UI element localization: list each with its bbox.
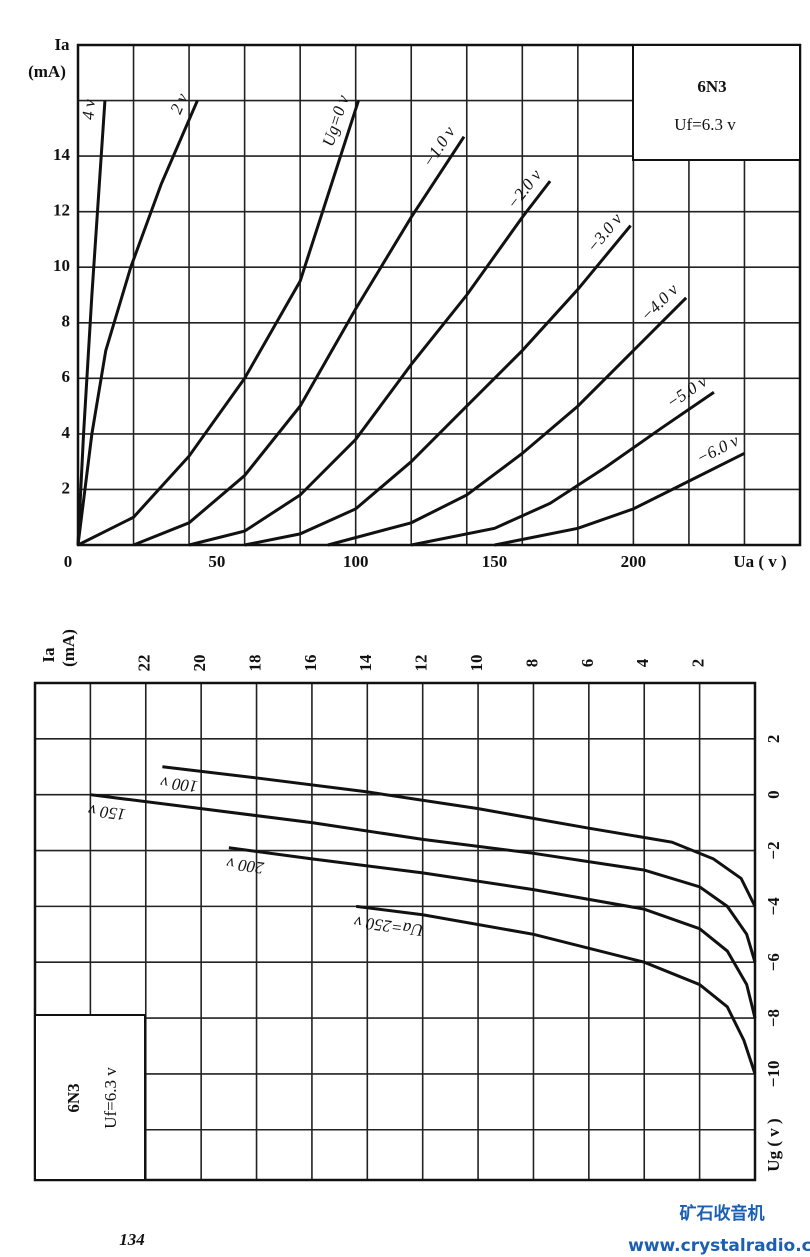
y-tick-label: 8 — [522, 659, 541, 668]
y-tick-label: 18 — [245, 655, 264, 672]
y-axis-label: (mA) — [28, 62, 66, 81]
curve — [327, 296, 688, 547]
curve-label: Ua=250 v — [353, 912, 425, 940]
x-tick-label: 150 — [482, 552, 508, 571]
plot-frame — [76, 43, 802, 547]
x-tick-label: 2 — [764, 735, 783, 744]
curve — [162, 765, 757, 908]
x-tick-label: 0 — [64, 552, 73, 571]
y-tick-label: 10 — [53, 256, 70, 275]
curve-label: −6.0 v — [693, 431, 742, 468]
x-tick-label: 0 — [764, 790, 783, 799]
y-axis-label: (mA) — [59, 629, 78, 667]
x-tick-label: −4 — [764, 897, 783, 916]
y-tick-label: 16 — [301, 655, 320, 672]
title-box — [34, 1014, 146, 1181]
y-tick-label: 6 — [62, 367, 71, 386]
x-axis-label: Ug ( v ) — [764, 1118, 783, 1171]
title: 6N3 — [64, 1083, 83, 1112]
y-tick-label: 4 — [62, 423, 71, 442]
curve — [76, 100, 107, 546]
y-axis-label: Ia — [54, 35, 70, 54]
curve — [188, 180, 552, 547]
title: 6N3 — [697, 77, 726, 96]
curve — [244, 224, 632, 547]
curve-label: 100 v — [159, 773, 199, 796]
curve-label: −4.0 v — [637, 280, 682, 325]
y-tick-label: 6 — [578, 659, 597, 668]
y-tick-label: 14 — [356, 654, 375, 672]
curve-label: 4 v — [79, 98, 99, 120]
curve-label: −5.0 v — [663, 371, 711, 412]
curve — [356, 904, 757, 1075]
y-tick-label: 22 — [135, 655, 154, 672]
y-axis-label: Ia — [39, 647, 58, 663]
x-tick-label: 200 — [621, 552, 647, 571]
y-tick-label: 12 — [53, 201, 70, 220]
curve-label: 150 v — [87, 801, 127, 825]
y-tick-label: 10 — [467, 655, 486, 672]
x-axis-label: Ua ( v ) — [733, 552, 786, 571]
curve — [77, 100, 360, 547]
subtitle: Uf=6.3 v — [674, 115, 736, 134]
curve-label: 2 v — [166, 90, 192, 117]
watermark-title: 矿石收音机 — [680, 1203, 765, 1224]
subtitle: Uf=6.3 v — [101, 1067, 120, 1129]
curve — [90, 793, 757, 963]
y-tick-label: 12 — [412, 655, 431, 672]
x-tick-label: −10 — [764, 1061, 783, 1088]
curve — [410, 390, 715, 547]
title-box — [632, 44, 801, 161]
curve — [494, 451, 746, 547]
x-tick-label: 100 — [343, 552, 369, 571]
x-tick-label: 50 — [208, 552, 225, 571]
page-number: 134 — [119, 1230, 145, 1249]
x-tick-label: −2 — [764, 841, 783, 859]
y-tick-label: 4 — [633, 658, 652, 667]
curve-label: 200 v — [225, 854, 265, 878]
x-tick-label: −8 — [764, 1009, 783, 1027]
y-tick-label: 20 — [190, 655, 209, 672]
curve-label: −3.0 v — [583, 209, 626, 256]
curve-label: −1.0 v — [419, 123, 460, 171]
curve-label: −2.0 v — [503, 165, 545, 212]
y-tick-label: 2 — [689, 659, 708, 668]
curve — [76, 99, 199, 546]
curve — [228, 846, 757, 1019]
curve — [132, 135, 466, 547]
y-tick-label: 2 — [62, 478, 71, 497]
watermark-url: www.crystalradio.cn — [628, 1236, 810, 1256]
y-tick-label: 14 — [53, 145, 71, 164]
plot-frame — [33, 681, 757, 1182]
x-tick-label: −6 — [764, 953, 783, 971]
y-tick-label: 8 — [62, 312, 71, 331]
